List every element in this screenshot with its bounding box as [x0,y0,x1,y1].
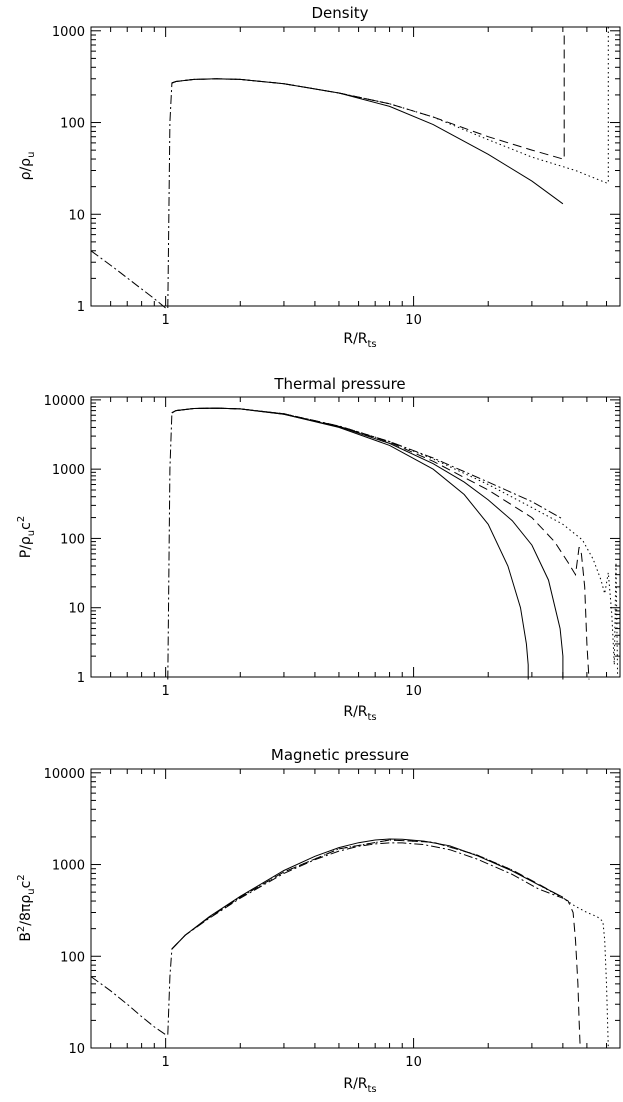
series-line-solid [171,407,529,680]
plot-frame [90,26,621,307]
plot-frame [90,396,621,678]
x-axis-label: R/Rts [343,1076,376,1095]
series-line-solid [171,407,564,680]
x-tick-label: 10 [405,313,422,328]
x-tick-label: 1 [161,313,169,328]
panel-title: Density [311,4,368,22]
y-tick-label: 1000 [52,25,85,40]
x-tick-label: 1 [161,1055,169,1070]
series-line-dotted [171,407,619,678]
density-panel: Density 1 10 1 10 100 1000 R/Rts ρ/ρu [18,4,621,350]
x-tick-label: 1 [161,684,169,699]
x-tick-label: 10 [405,1055,422,1070]
data-series [90,838,609,1049]
thermal-pressure-panel: Thermal pressure 1 10 1 10 100 1000 10000 R/Rt… [16,375,621,723]
y-tick-label: 10 [68,208,85,223]
axis-ticks: 1 10 10 100 1000 10000 [44,767,620,1070]
series-line-dashdot [90,250,168,309]
series-line-dotted [171,27,609,184]
x-axis-label: R/Rts [343,704,376,723]
y-tick-label: 100 [60,117,85,132]
series-line-dashed [171,839,581,1049]
y-tick-label: 10 [68,602,85,617]
y-tick-label: 100 [60,950,85,965]
axis-ticks: 1 10 1 10 100 1000 10000 [44,394,620,699]
plot-frame [90,768,621,1049]
y-tick-label: 10000 [44,767,85,782]
y-tick-label: 10 [68,1042,85,1057]
series-line-solid [171,838,564,950]
series-line-dashdot [167,407,564,680]
magnetic-pressure-panel: Magnetic pressure 1 10 10 100 1000 10000 R/Rt… [16,746,621,1095]
y-tick-label: 1000 [52,463,85,478]
y-tick-label: 1 [77,300,85,315]
series-line-dashdot [167,842,564,1035]
series-line-dashdot [90,976,168,1036]
y-tick-label: 10000 [44,394,85,409]
series-line-dashdot [167,78,390,309]
series-line-dashed [171,407,590,680]
data-series [167,407,619,680]
y-tick-label: 1 [77,671,85,686]
data-series [90,27,609,309]
series-line-dashed [171,30,565,160]
y-axis-label: P/ρuc2 [16,516,37,558]
x-axis-label: R/Rts [343,331,376,350]
series-line-dotted [171,839,609,1049]
y-tick-label: 1000 [52,859,85,874]
axis-ticks: 1 10 1 10 100 1000 [52,25,620,328]
panel-title: Magnetic pressure [271,746,409,764]
x-tick-label: 10 [405,684,422,699]
panel-title: Thermal pressure [273,375,405,393]
y-axis-label: ρ/ρu [18,152,37,181]
y-axis-label: B2/8πρuc2 [16,874,37,941]
y-tick-label: 100 [60,532,85,547]
